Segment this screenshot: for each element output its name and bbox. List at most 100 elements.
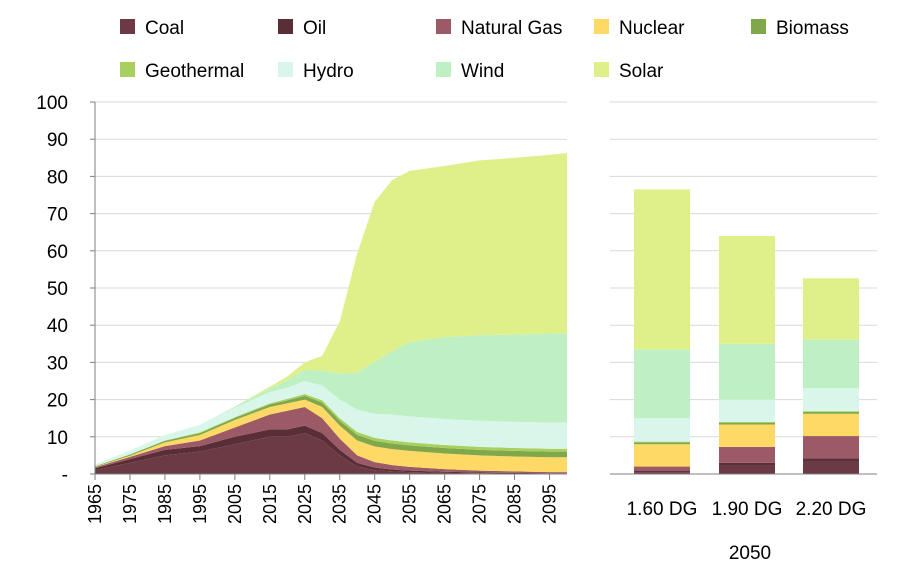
y-tick-label: -	[62, 465, 68, 486]
x-tick-labels: 1965 1975 1985 1995 2005 2015 2025 2035 2045 2055…	[85, 484, 560, 524]
y-tick-label: 60	[47, 242, 68, 263]
x-tick-label: 2095	[540, 484, 560, 524]
legend-label: Nuclear	[619, 18, 685, 39]
legend-label: Hydro	[303, 61, 354, 82]
bar-segment-hydro	[719, 399, 775, 422]
x-tick-label: 2025	[295, 484, 315, 524]
legend-swatch	[278, 19, 293, 34]
bar-group-label: 2050	[729, 543, 771, 564]
y-tick-label: 20	[47, 391, 68, 412]
legend-swatch	[120, 62, 135, 77]
bar-segment-geothermal	[803, 411, 859, 412]
legend-item: Natural Gas	[436, 18, 562, 39]
area-geothermal	[95, 394, 567, 467]
legend-item: Geothermal	[120, 61, 244, 82]
legend-label: Coal	[145, 18, 184, 39]
area-series	[95, 152, 567, 474]
bar-segment-solar	[803, 278, 859, 340]
area-wind	[95, 333, 567, 465]
grid-left	[95, 101, 567, 438]
y-tick-label: 30	[47, 353, 68, 374]
legend-swatch	[594, 19, 609, 34]
bar-segment-geothermal	[719, 421, 775, 423]
x-tick-label: 2085	[505, 484, 525, 524]
bar-segment-oil	[634, 471, 690, 473]
bar-segment-wind	[719, 343, 775, 400]
y-tick-label: 40	[47, 316, 68, 337]
area-coal	[95, 433, 567, 474]
bar-segment-nuclear	[634, 444, 690, 467]
legend-label: Oil	[303, 18, 326, 39]
legend-label: Wind	[461, 61, 504, 82]
legend-swatch	[594, 62, 609, 77]
x-tick-label: 2055	[400, 484, 420, 524]
bar-segment-natural-gas	[803, 436, 859, 459]
bar-segment-wind	[803, 339, 859, 389]
bar-segment-coal	[634, 472, 690, 474]
y-tick-label: 50	[47, 279, 68, 300]
bar-segment-wind	[634, 349, 690, 419]
legend-swatch	[120, 19, 135, 34]
x-tick-label: 2045	[365, 484, 385, 524]
bar-segment-biomass	[719, 422, 775, 425]
legend-label: Biomass	[776, 18, 849, 39]
legend-label: Geothermal	[145, 61, 244, 82]
category-label: 1.60 DG	[627, 499, 698, 520]
y-tick-label: 10	[47, 428, 68, 449]
legend-label: Natural Gas	[461, 18, 562, 39]
legend-label: Solar	[619, 61, 664, 82]
legend-item: Hydro	[278, 61, 354, 82]
axes	[90, 101, 877, 480]
legend-item: Oil	[278, 18, 326, 39]
bar-series	[634, 189, 859, 474]
y-tick-label: 100	[36, 93, 68, 114]
x-tick-label: 1995	[190, 484, 210, 524]
bar-segment-biomass	[803, 411, 859, 414]
area-oil	[95, 425, 567, 474]
legend-swatch	[436, 19, 451, 34]
legend-item: Nuclear	[594, 18, 685, 39]
bar-segment-solar	[719, 235, 775, 344]
legend-item: Solar	[594, 61, 664, 82]
bar-segment-hydro	[634, 418, 690, 442]
x-tick-label: 1975	[120, 484, 140, 524]
bar-segment-nuclear	[803, 413, 859, 437]
y-tick-label: 80	[47, 167, 68, 188]
area-biomass	[95, 395, 567, 467]
bar-segment-solar	[634, 189, 690, 350]
y-tick-label: 70	[47, 205, 68, 226]
bar-segment-nuclear	[719, 424, 775, 447]
bar-segment-biomass	[634, 442, 690, 445]
legend-item: Coal	[120, 18, 184, 39]
area-natural-gas	[95, 407, 567, 474]
bar-segment-hydro	[803, 388, 859, 412]
legend-item: Wind	[436, 61, 504, 82]
area-hydro	[95, 381, 567, 467]
area-solar	[95, 152, 567, 465]
area-nuclear	[95, 399, 567, 473]
category-label: 2.20 DG	[796, 499, 867, 520]
bar-segment-coal	[719, 465, 775, 474]
y-tick-labels: - 10 20 30 40 50 60 70 80 90 100	[36, 93, 68, 486]
x-tick-label: 2065	[435, 484, 455, 524]
x-tick-label: 2075	[470, 484, 490, 524]
bar-segment-geothermal	[634, 441, 690, 443]
category-labels: 1.60 DG 1.90 DG 2.20 DG	[627, 499, 867, 520]
x-tick-label: 1985	[155, 484, 175, 524]
bar-segment-oil	[719, 462, 775, 466]
bar-segment-oil	[803, 458, 859, 461]
legend-swatch	[751, 19, 766, 34]
x-tick-label: 1965	[85, 484, 105, 524]
legend-item: Biomass	[751, 18, 849, 39]
y-tick-label: 90	[47, 130, 68, 151]
bar-segment-natural-gas	[719, 446, 775, 463]
legend-swatch	[436, 62, 451, 77]
bar-segment-coal	[803, 460, 859, 474]
bar-segment-natural-gas	[634, 466, 690, 472]
x-tick-label: 2005	[225, 484, 245, 524]
x-tick-label: 2035	[330, 484, 350, 524]
category-label: 1.90 DG	[712, 499, 783, 520]
legend: Coal Oil Natural Gas Nuclear Biomass Geotherm…	[120, 18, 849, 82]
x-tick-label: 2015	[260, 484, 280, 524]
